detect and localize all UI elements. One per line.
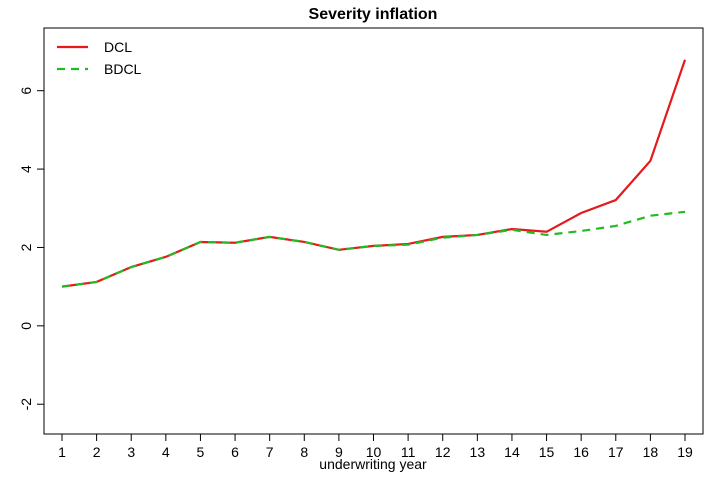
- x-tick-label: 10: [366, 444, 382, 460]
- x-tick-label: 19: [677, 444, 693, 460]
- y-tick-label: -2: [18, 398, 34, 411]
- x-tick-label: 12: [435, 444, 451, 460]
- chart-title: Severity inflation: [309, 6, 438, 23]
- plot-box: [43, 27, 704, 435]
- x-tick-label: 16: [573, 444, 589, 460]
- line: [61, 210, 686, 288]
- x-tick-label: 3: [127, 444, 135, 460]
- x-tick-label: 1: [58, 444, 66, 460]
- legend-label: DCL: [104, 39, 132, 55]
- x-tick-label: 8: [300, 444, 308, 460]
- x-tick-label: 15: [539, 444, 555, 460]
- x-tick-label: 18: [643, 444, 659, 460]
- y-tick-label: 4: [18, 165, 34, 173]
- x-tick-label: 6: [231, 444, 239, 460]
- y-tick-label: 6: [18, 87, 34, 95]
- x-tick-label: 4: [162, 444, 170, 460]
- x-tick-label: 7: [266, 444, 274, 460]
- x-tick-label: 17: [608, 444, 624, 460]
- legend-label: BDCL: [104, 61, 142, 77]
- y-tick-label: 2: [18, 243, 34, 251]
- y-tick-label: 0: [18, 322, 34, 330]
- x-tick-label: 14: [504, 444, 520, 460]
- x-tick-label: 9: [335, 444, 343, 460]
- line: [61, 59, 687, 288]
- x-axis-label: underwriting year: [319, 456, 427, 472]
- x-tick-label: 11: [401, 444, 416, 460]
- x-tick-label: 2: [93, 444, 101, 460]
- x-tick-label: 13: [470, 444, 486, 460]
- x-tick-label: 5: [197, 444, 205, 460]
